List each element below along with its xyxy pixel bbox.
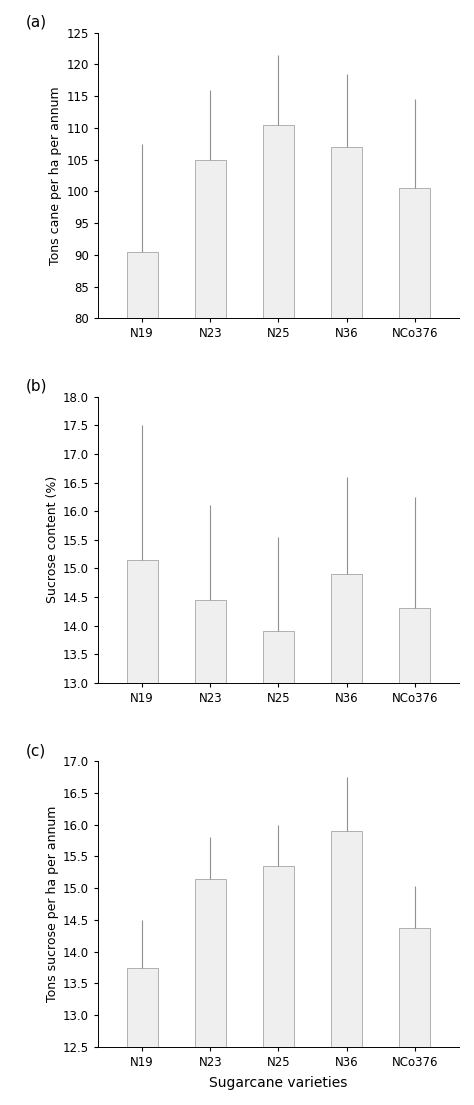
Bar <box>195 159 226 318</box>
Bar <box>331 575 362 683</box>
Bar <box>127 968 157 1048</box>
X-axis label: Sugarcane varieties: Sugarcane varieties <box>210 1076 347 1090</box>
Text: (a): (a) <box>26 14 47 30</box>
Bar <box>127 252 157 318</box>
Bar <box>331 831 362 1048</box>
Y-axis label: Tons sucrose per ha per annum: Tons sucrose per ha per annum <box>46 806 59 1002</box>
Bar <box>195 878 226 1048</box>
Text: (b): (b) <box>26 379 47 394</box>
Bar <box>263 125 294 318</box>
Bar <box>331 147 362 318</box>
Bar <box>127 560 157 683</box>
Bar <box>195 600 226 683</box>
Bar <box>400 188 430 318</box>
Bar <box>263 631 294 683</box>
Y-axis label: Tons cane per ha per annum: Tons cane per ha per annum <box>49 86 63 265</box>
Y-axis label: Sucrose content (%): Sucrose content (%) <box>46 476 59 603</box>
Bar <box>400 609 430 683</box>
Bar <box>400 927 430 1048</box>
Text: (c): (c) <box>26 744 46 758</box>
Bar <box>263 866 294 1048</box>
